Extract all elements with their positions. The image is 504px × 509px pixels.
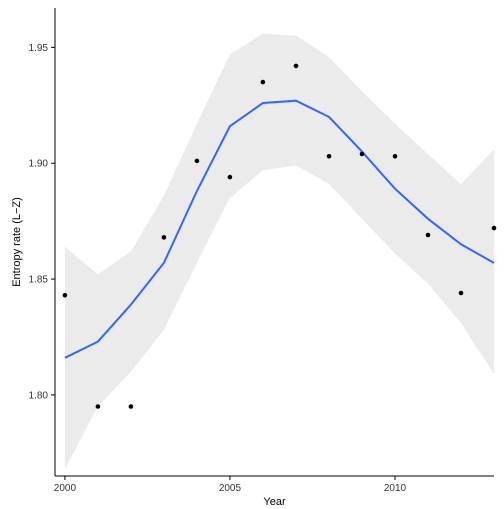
x-tick-label: 2000 <box>54 483 77 494</box>
confidence-band-layer <box>64 33 495 469</box>
smooth-line-layer <box>64 99 495 359</box>
data-point <box>95 404 101 409</box>
data-point <box>392 154 398 159</box>
confidence-band <box>64 33 495 469</box>
data-point <box>326 154 332 159</box>
x-tick-label: 2010 <box>384 483 407 494</box>
data-point <box>62 293 68 298</box>
y-axis-title: Entropy rate (L−Z) <box>11 197 23 287</box>
x-tick-label: 2005 <box>219 483 242 494</box>
y-tick-label: 1.80 <box>29 390 49 401</box>
x-axis-title: Year <box>263 496 286 508</box>
y-tick-label: 1.95 <box>29 43 49 54</box>
data-point <box>227 174 233 180</box>
axes <box>51 8 494 480</box>
data-point <box>359 151 365 157</box>
tick-labels: 2000 2005 2010 1.80 1.85 1.90 1.95 <box>29 43 407 494</box>
data-point <box>260 79 266 85</box>
data-point <box>491 225 497 231</box>
y-tick-label: 1.85 <box>29 275 49 286</box>
smooth-line <box>64 99 495 359</box>
data-point <box>128 404 134 409</box>
data-point <box>194 158 200 164</box>
data-point <box>458 290 464 296</box>
data-points-layer <box>62 63 497 409</box>
data-point <box>425 232 431 238</box>
data-point <box>161 235 167 240</box>
data-point <box>293 63 299 69</box>
y-tick-label: 1.90 <box>29 159 49 170</box>
